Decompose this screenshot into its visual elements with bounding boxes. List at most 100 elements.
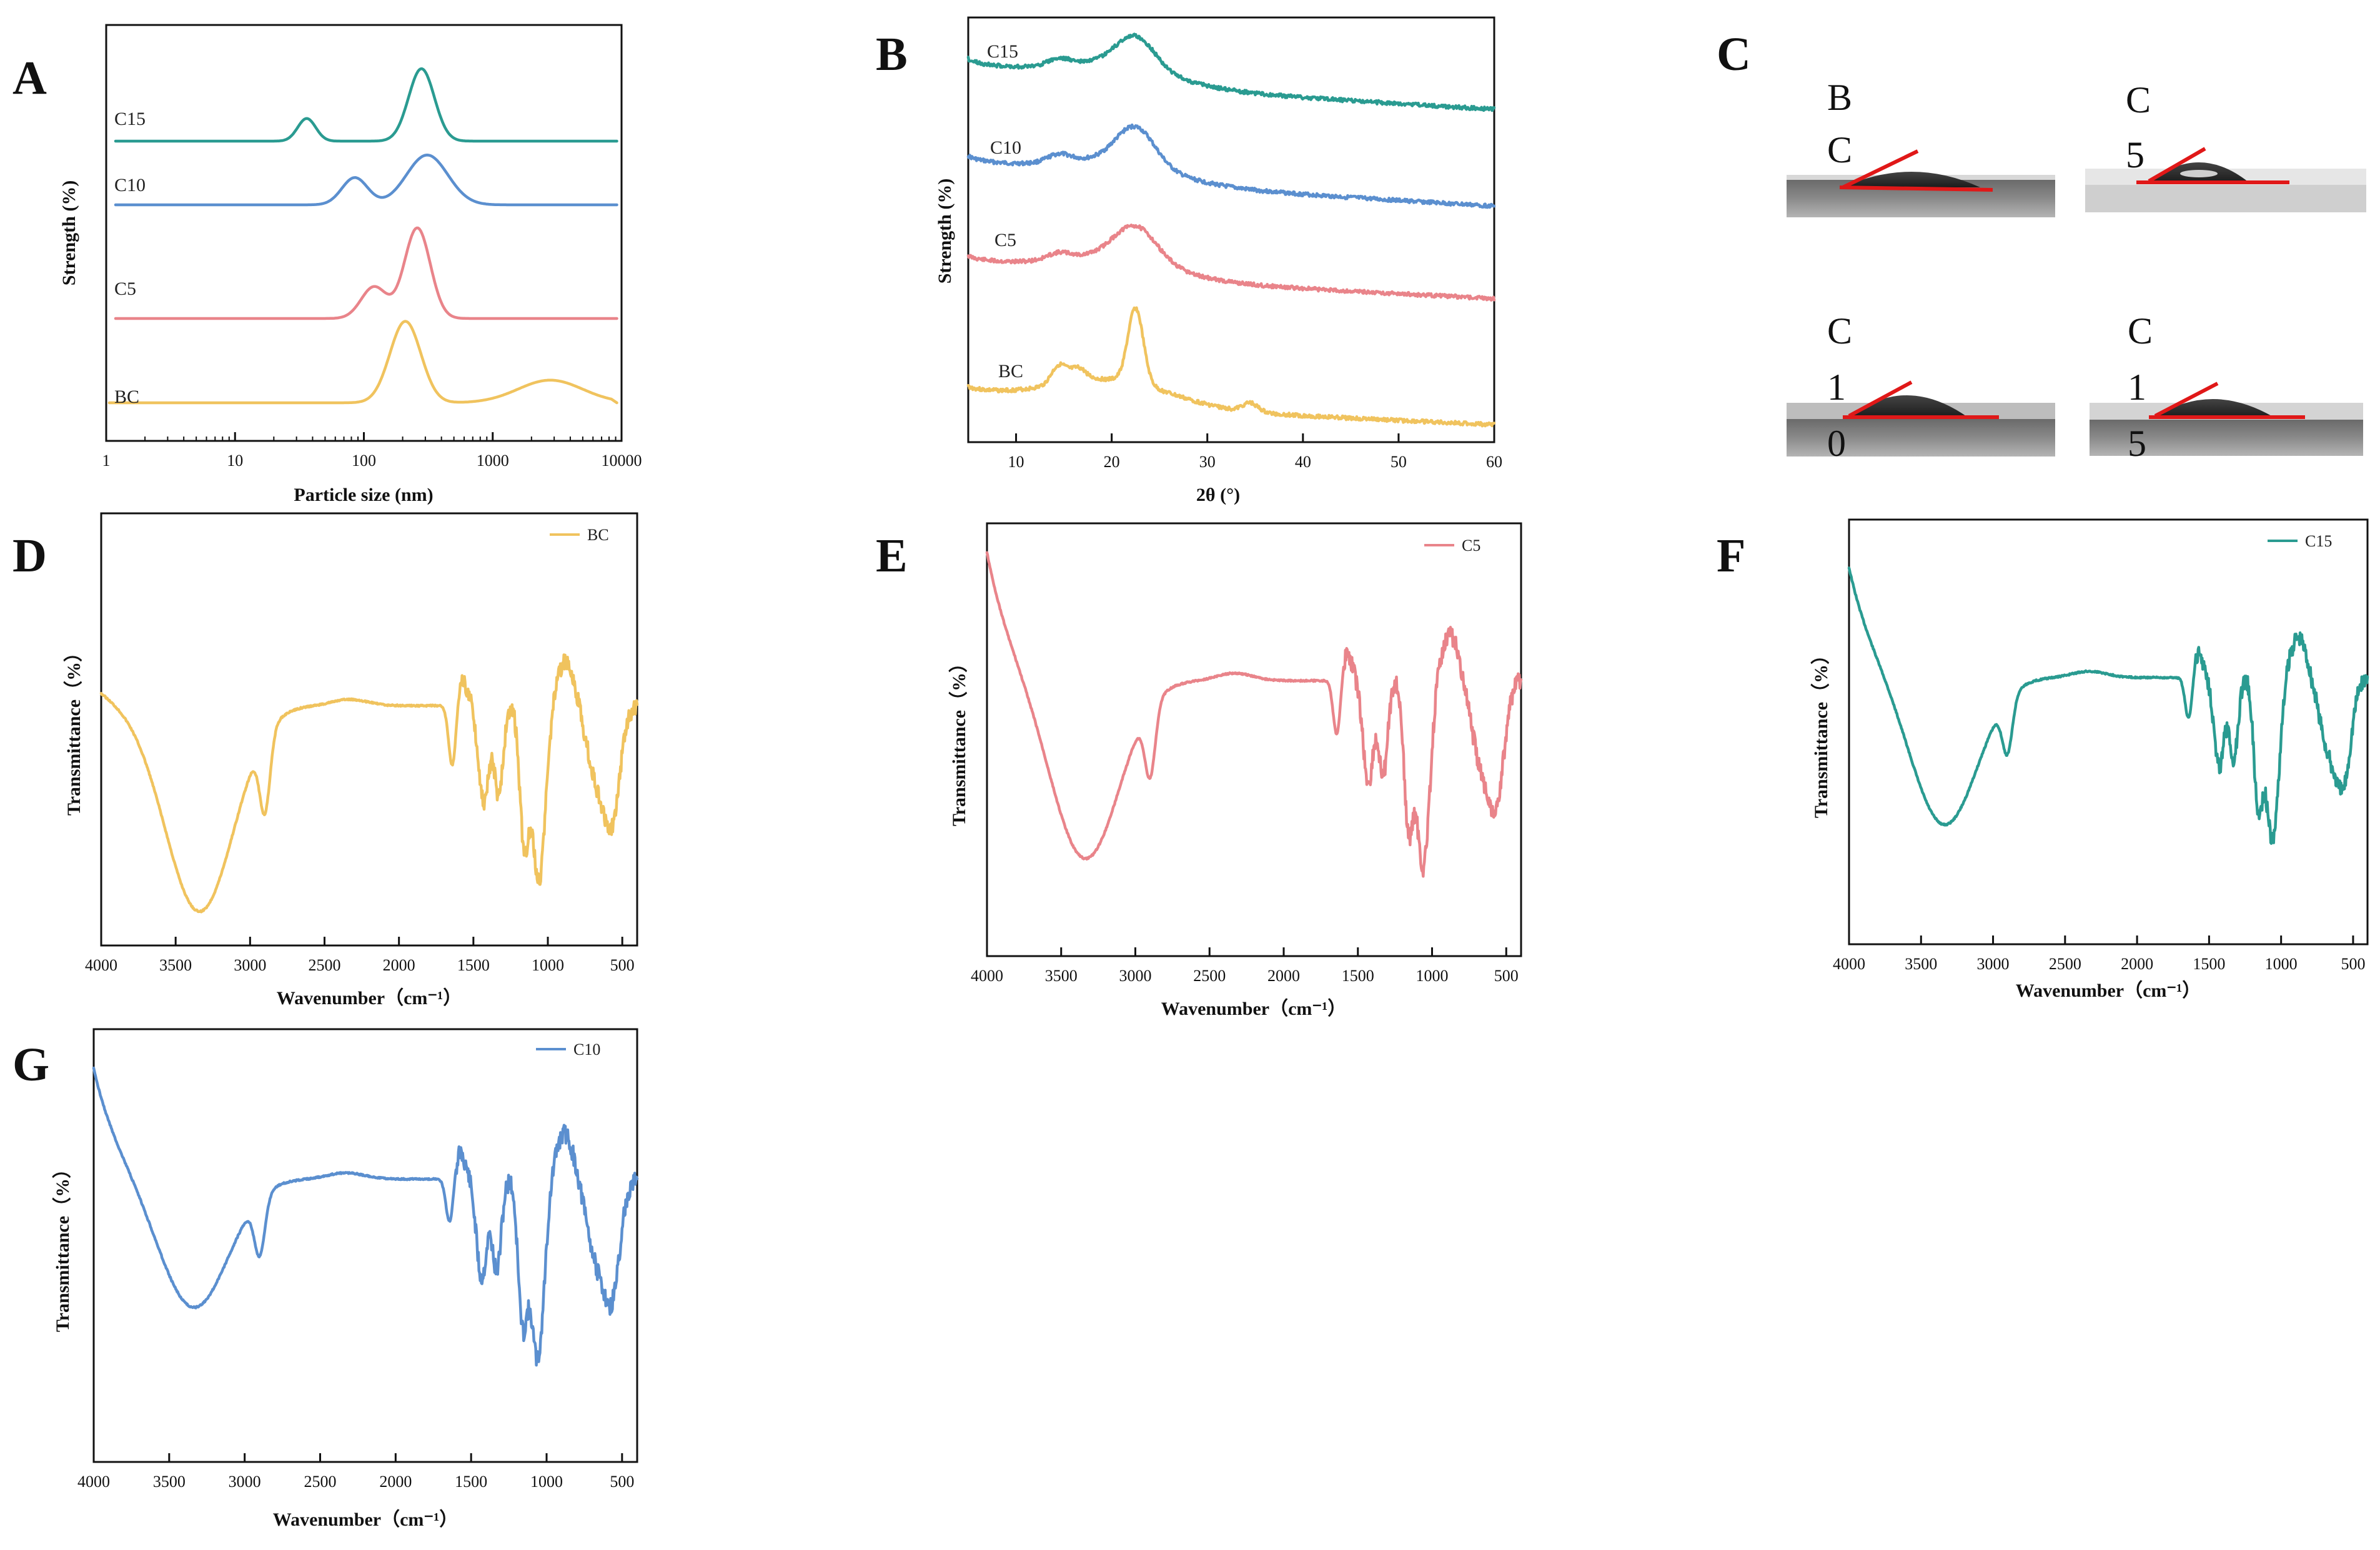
- chart-g-series: [92, 1067, 639, 1367]
- chart-b-xlabel: 2θ (°): [1196, 485, 1240, 505]
- chart-g-tick-label: 2000: [379, 1473, 412, 1491]
- photo-c15-label-3: 5: [2128, 423, 2146, 464]
- photo-c15: C 1 5: [2090, 310, 2363, 464]
- panel-label-a: A: [12, 52, 47, 104]
- chart-e-tick-label: 4000: [971, 967, 1003, 985]
- chart-f-frame: [1848, 518, 2369, 945]
- chart-a-tick-label: 1: [102, 452, 111, 470]
- chart-d-tick-label: 1000: [532, 956, 564, 974]
- chart-b-tick-label: 20: [1104, 453, 1120, 471]
- chart-g-tick-label: 500: [610, 1473, 634, 1491]
- photo-bc-label-1: B: [1827, 77, 1852, 118]
- chart-a-tick-label: 1000: [477, 452, 509, 470]
- chart-a-tick-label: 10: [227, 452, 243, 470]
- photo-c10-label-3: 0: [1827, 423, 1846, 464]
- chart-d-series: [99, 653, 639, 914]
- chart-b-tick-label: 60: [1486, 453, 1502, 471]
- chart-f-ftir-c15: 4000 3500 3000 2500 2000 1500 1000 500 C15 Wave…: [1810, 518, 2369, 1001]
- chart-f-tick-label: 2000: [2121, 955, 2153, 973]
- chart-e-tick-label: 1000: [1416, 967, 1449, 985]
- chart-b-series: [966, 32, 1496, 428]
- chart-d-tick-label: 3500: [159, 956, 192, 974]
- chart-a-ylabel: Strength (%): [59, 180, 79, 286]
- chart-f-line: [1847, 566, 2369, 845]
- photo-c10-label-1: C: [1827, 310, 1852, 352]
- chart-e-tick-label: 1500: [1342, 967, 1374, 985]
- chart-g-tick-label: 2500: [304, 1473, 337, 1491]
- chart-g-ylabel: Transmittance（%）: [52, 1160, 73, 1332]
- chart-b-line-bc: [966, 306, 1496, 428]
- chart-a-x-axis: 1 10 100 1000 10000: [102, 432, 642, 470]
- chart-e-tick-label: 3500: [1045, 967, 1078, 985]
- chart-a-label-c10: C10: [114, 175, 146, 195]
- chart-a-line-c5: [114, 226, 618, 320]
- chart-d-ftir-bc: 4000 3500 3000 2500 2000 1500 1000 500 BC Waven…: [63, 512, 639, 1009]
- chart-f-tick-label: 1500: [2193, 955, 2225, 973]
- chart-e-x-axis: 4000 3500 3000 2500 2000 1500 1000 500: [971, 947, 1519, 985]
- chart-g-legend-label: C10: [573, 1040, 600, 1059]
- chart-b-label-c10: C10: [990, 137, 1021, 158]
- chart-g-xlabel: Wavenumber（cm⁻¹）: [273, 1509, 458, 1530]
- chart-f-xlabel: Wavenumber（cm⁻¹）: [2016, 980, 2201, 1001]
- chart-f-tick-label: 4000: [1833, 955, 1865, 973]
- chart-d-tick-label: 3000: [234, 956, 266, 974]
- chart-e-legend-label: C5: [1462, 536, 1480, 555]
- chart-e-tick-label: 3000: [1119, 967, 1152, 985]
- panel-label-e: E: [876, 530, 908, 582]
- chart-b-line-c5: [966, 224, 1496, 302]
- chart-d-xlabel: Wavenumber（cm⁻¹）: [277, 987, 462, 1009]
- chart-b-tick-label: 50: [1391, 453, 1407, 471]
- chart-b-x-axis: 10 20 30 40 50 60: [1008, 433, 1502, 471]
- chart-d-frame: [100, 512, 638, 947]
- chart-e-ftir-c5: 4000 3500 3000 2500 2000 1500 1000 500 C5 Waven…: [948, 522, 1523, 1019]
- chart-g-tick-label: 1000: [530, 1473, 563, 1491]
- chart-a-line-bc: [107, 320, 618, 405]
- chart-b-label-c5: C5: [994, 230, 1016, 250]
- chart-b-frame: [967, 16, 1495, 443]
- chart-d-x-axis: 4000 3500 3000 2500 2000 1500 1000 500: [85, 937, 635, 974]
- chart-a-particle-size: 1 10 100 1000 10000 BC C5 C10 C15 Particle s…: [59, 24, 642, 505]
- chart-e-xlabel: Wavenumber（cm⁻¹）: [1161, 998, 1346, 1019]
- photo-bc-label-2: C: [1827, 129, 1852, 170]
- chart-a-xlabel: Particle size (nm): [294, 485, 433, 505]
- chart-a-series: [107, 67, 618, 405]
- chart-f-ylabel: Transmittance（%）: [1810, 646, 1832, 818]
- chart-g-x-axis: 4000 3500 3000 2500 2000 1500 1000 500: [77, 1453, 634, 1491]
- chart-f-tick-label: 3500: [1905, 955, 1937, 973]
- panel-label-c: C: [1717, 28, 1751, 81]
- chart-b-line-c10: [966, 123, 1496, 209]
- chart-g-tick-label: 4000: [77, 1473, 110, 1491]
- chart-e-tick-label: 2000: [1267, 967, 1300, 985]
- chart-a-label-c5: C5: [114, 279, 136, 299]
- chart-f-tick-label: 500: [2341, 955, 2365, 973]
- chart-d-ylabel: Transmittance（%）: [63, 643, 84, 816]
- panel-label-g: G: [12, 1039, 49, 1091]
- chart-e-tick-label: 2500: [1193, 967, 1226, 985]
- chart-d-tick-label: 1500: [457, 956, 490, 974]
- photo-c10: C 1 0: [1787, 310, 2055, 464]
- chart-b-tick-label: 10: [1008, 453, 1024, 471]
- chart-a-line-c10: [114, 154, 618, 207]
- chart-g-tick-label: 3000: [229, 1473, 261, 1491]
- chart-e-tick-label: 500: [1494, 967, 1519, 985]
- photo-bc: B C: [1787, 77, 2055, 217]
- photo-c5-label-2: 5: [2126, 134, 2144, 175]
- chart-d-legend-label: BC: [587, 526, 609, 544]
- photo-c15-label-2: 1: [2128, 367, 2146, 408]
- chart-f-x-axis: 4000 3500 3000 2500 2000 1500 1000 500: [1833, 935, 2365, 973]
- chart-f-series: [1847, 566, 2369, 845]
- chart-a-tick-label: 100: [352, 452, 376, 470]
- chart-b-tick-label: 40: [1295, 453, 1311, 471]
- chart-a-label-bc: BC: [114, 387, 139, 407]
- chart-d-tick-label: 500: [610, 956, 635, 974]
- contact-angle-photos: B C C 5 C 1 0: [1787, 77, 2366, 464]
- panel-label-d: D: [12, 530, 47, 582]
- chart-b-line-c15: [966, 32, 1496, 112]
- chart-a-tick-label: 10000: [602, 452, 642, 470]
- photo-c15-label-1: C: [2128, 310, 2153, 352]
- chart-d-tick-label: 2000: [383, 956, 415, 974]
- chart-f-tick-label: 3000: [1977, 955, 2010, 973]
- panel-label-f: F: [1717, 530, 1745, 582]
- panel-label-b: B: [876, 28, 908, 81]
